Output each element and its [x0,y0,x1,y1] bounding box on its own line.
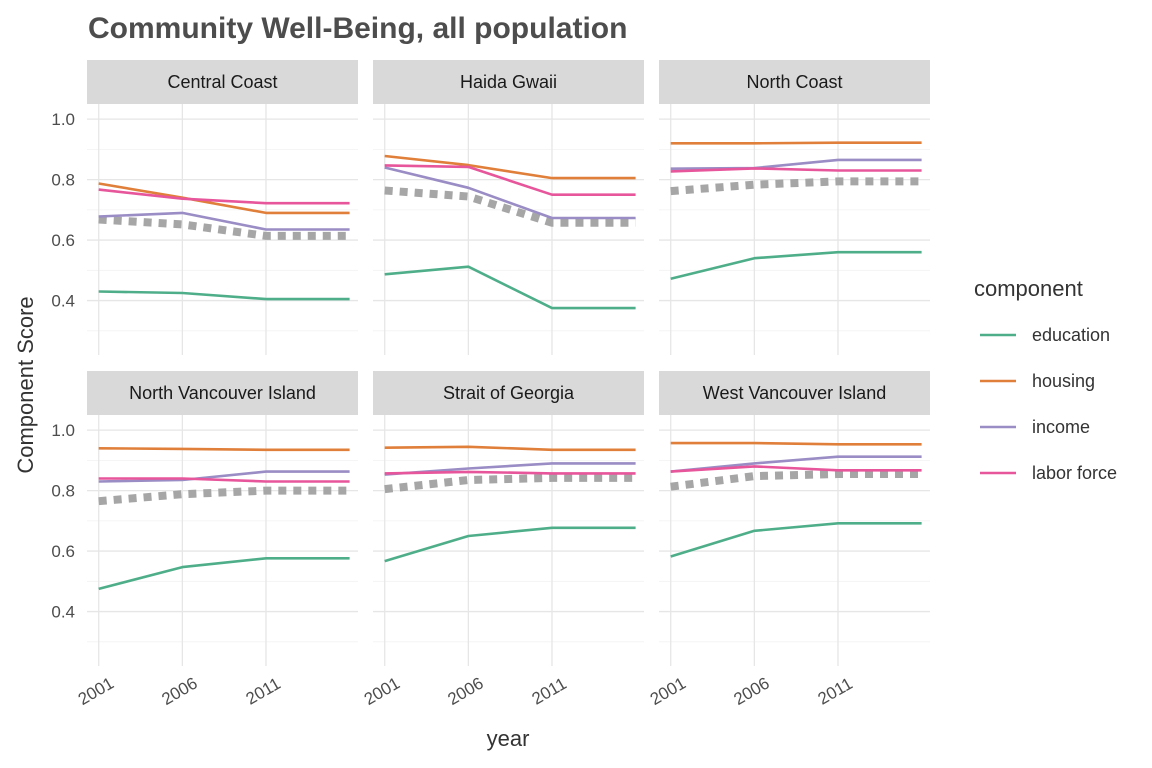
overall-score-line [384,473,636,494]
series-line-income [98,211,350,231]
legend-label-education: education [1032,325,1110,345]
facet-strip [659,60,930,104]
panel-north-vancouver-island: North Vancouver Island 0.4 0.6 0.8 1.0 2001 20… [51,371,358,709]
y-tick-label: 0.4 [51,292,75,311]
overall-score-line [670,177,922,196]
y-tick-label: 1.0 [51,421,75,440]
legend-label-housing: housing [1032,371,1095,391]
overall-score-line [670,470,922,491]
x-tick-label: 2001 [647,674,689,709]
y-tick-label: 0.4 [51,603,75,622]
x-tick-label: 2006 [730,674,772,709]
series-line-education [670,250,922,281]
facet-strip [659,371,930,415]
facet-strip [373,371,644,415]
series-line-income [98,470,350,483]
chart-title: Community Well-Being, all population [88,12,627,45]
x-tick-label: 2006 [158,674,200,709]
y-tick-label: 0.6 [51,231,75,250]
x-tick-label: 2001 [75,674,117,709]
x-tick-label: 2011 [243,674,284,709]
facet-label: West Vancouver Island [703,383,886,403]
facet-strip [87,371,358,415]
facet-strip [373,60,644,104]
panel-haida-gwaii: Haida Gwaii [373,60,644,355]
series-line-housing [384,445,636,452]
series-line-housing [384,154,636,180]
y-axis-title: Component Score [13,296,38,473]
series-line-labor-force [670,167,922,173]
series-line-income [670,455,922,473]
y-tick-label: 0.8 [51,171,75,190]
panel-north-coast: North Coast [659,60,930,355]
y-tick-label: 0.6 [51,542,75,561]
x-tick-label: 2001 [361,674,403,709]
x-tick-label: 2011 [529,674,570,709]
panel-strait-of-georgia: Strait of Georgia 2001 2006 2011 [361,371,644,709]
panel-central-coast: Central Coast 0.4 0.6 0.8 1.0 [51,60,358,355]
series-line-labor-force [98,188,350,205]
x-tick-label: 2011 [815,674,856,709]
series-line-education [98,290,350,301]
legend-label-labor-force: labor force [1032,463,1117,483]
series-line-education [384,526,636,563]
overall-score-line [384,186,636,227]
series-line-labor-force [98,477,350,483]
x-tick-label: 2006 [444,674,486,709]
y-tick-label: 1.0 [51,110,75,129]
series-line-housing [98,182,350,215]
series-line-housing [98,447,350,452]
series-line-housing [670,441,922,446]
facet-label: Haida Gwaii [460,72,557,92]
facet-label: North Vancouver Island [129,383,316,403]
overall-score-line [98,215,350,240]
overall-score-line [98,486,350,506]
y-tick-label: 0.8 [51,482,75,501]
facet-label: North Coast [746,72,842,92]
legend-title: component [974,276,1083,301]
series-line-housing [670,141,922,145]
facet-strip [87,60,358,104]
panel-west-vancouver-island: West Vancouver Island 2001 2006 2011 [647,371,930,709]
series-line-education [384,265,636,310]
facet-panels: Central Coast 0.4 0.6 0.8 1.0 Haida Gwaii Nort… [51,60,930,709]
series-line-education [670,521,922,558]
series-line-education [98,556,350,591]
series-line-labor-force [384,470,636,475]
legend-label-income: income [1032,417,1090,437]
series-line-labor-force [670,465,922,473]
facet-label: Central Coast [167,72,277,92]
legend: component education housing income labor fo… [974,276,1117,483]
series-line-labor-force [384,164,636,196]
facet-label: Strait of Georgia [443,383,575,403]
x-axis-title: year [487,726,530,751]
series-line-income [670,158,922,170]
series-line-income [384,166,636,220]
